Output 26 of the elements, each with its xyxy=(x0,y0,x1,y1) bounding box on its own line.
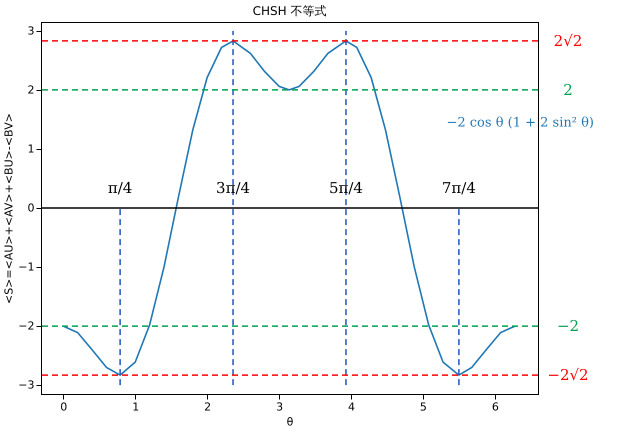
y-tick-label: −1 xyxy=(18,260,34,274)
y-tick-label: −3 xyxy=(18,378,34,392)
y-tick-label: 0 xyxy=(28,202,34,214)
text: −2 cos θ (1 + 2 sin² θ) xyxy=(446,115,594,130)
y-tick-label: 1 xyxy=(28,142,34,156)
x-tick-label: 2 xyxy=(204,400,212,414)
x-tick-label: 1 xyxy=(132,400,140,414)
x-tick-label: 5 xyxy=(420,400,427,414)
y-axis-title: <S>=<AU>+<AV>+<BU>-<BV> xyxy=(2,112,16,304)
annotation: 5π/4 xyxy=(328,179,363,197)
ref-line-label: −2√2 xyxy=(547,366,589,384)
y-tick-label: 3 xyxy=(28,24,34,38)
ref-line-label: 2√2 xyxy=(554,32,582,50)
ref-line-label: 2 xyxy=(563,80,573,99)
y-tick-label: 2 xyxy=(28,83,34,96)
annotation: 7π/4 xyxy=(442,179,476,197)
annotation: π/4 xyxy=(108,179,132,197)
x-tick-label: 0 xyxy=(60,400,68,414)
annotation: 3π/4 xyxy=(216,179,250,197)
x-tick-label: 6 xyxy=(492,400,499,414)
ref-line-label: −2 xyxy=(556,317,580,336)
chart-title: CHSH 不等式 xyxy=(252,4,326,18)
x-tick-label: 3 xyxy=(276,400,284,414)
y-tick-label: −2 xyxy=(18,320,34,333)
x-axis-title: θ xyxy=(286,416,294,428)
x-tick-label: 4 xyxy=(348,400,355,414)
